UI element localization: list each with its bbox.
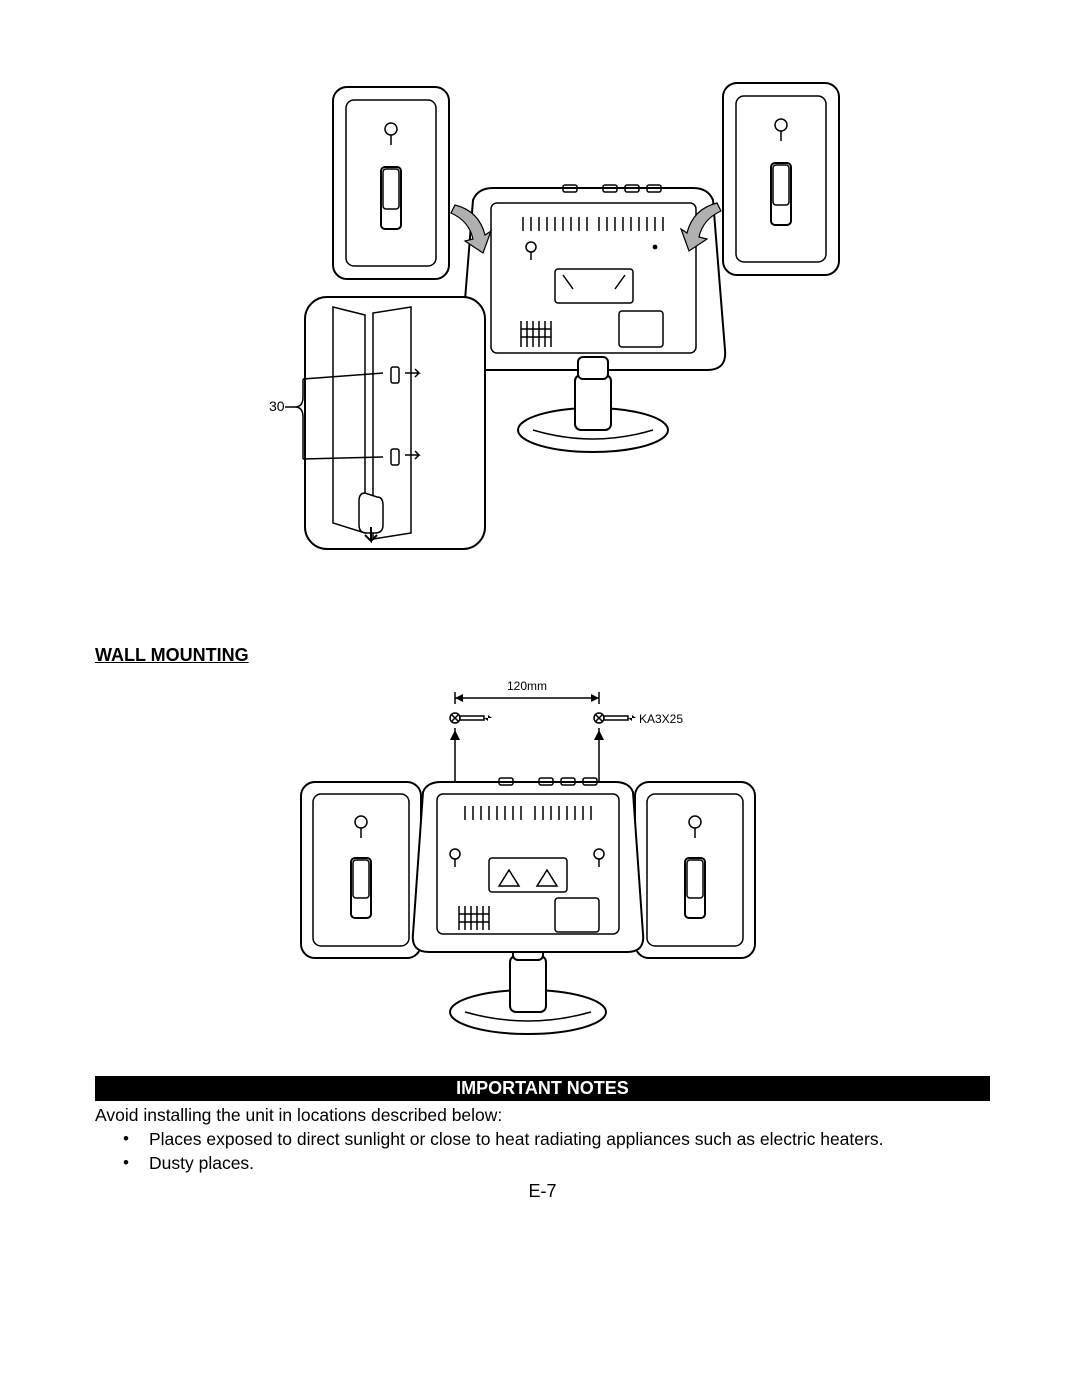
screw-label: KA3X25: [639, 712, 683, 726]
wall-mounting-heading: WALL MOUNTING: [95, 645, 990, 666]
dimension-label: 120mm: [507, 679, 547, 693]
page-number: E-7: [95, 1181, 990, 1202]
figure-2-container: 120mm KA3X25: [95, 674, 990, 1054]
list-item: Places exposed to direct sunlight or clo…: [95, 1128, 990, 1152]
wall-mount-diagram: 120mm KA3X25: [223, 674, 863, 1054]
list-item: Dusty places.: [95, 1152, 990, 1176]
document-page: 30 WALL MOUNTING 120mm: [0, 0, 1080, 1397]
important-notes-bar: IMPORTANT NOTES: [95, 1076, 990, 1101]
important-notes-intro: Avoid installing the unit in locations d…: [95, 1105, 990, 1126]
callout-30-label: 30: [269, 398, 285, 414]
assembly-diagram: 30: [223, 75, 863, 555]
important-notes-list: Places exposed to direct sunlight or clo…: [95, 1128, 990, 1175]
figure-1-container: 30: [95, 75, 990, 555]
